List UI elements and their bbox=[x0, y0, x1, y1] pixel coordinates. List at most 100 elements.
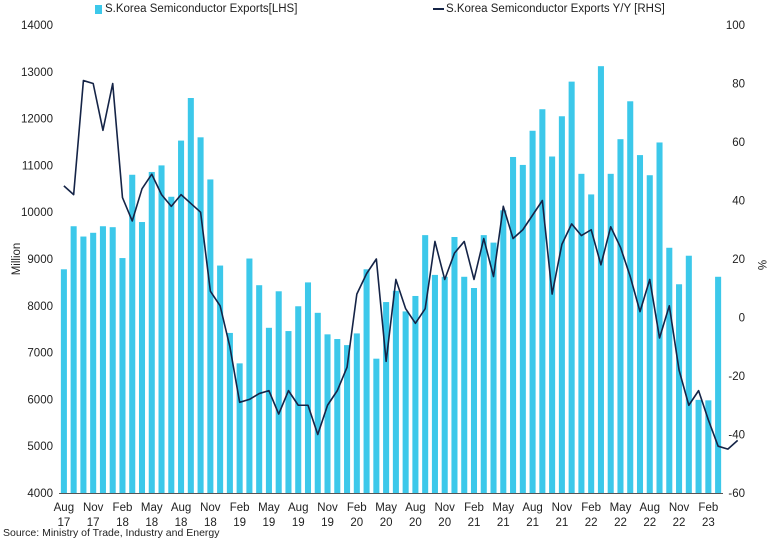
x-tick-month: Nov bbox=[200, 502, 221, 514]
x-tick-year: 19 bbox=[321, 517, 334, 529]
bar bbox=[275, 291, 282, 493]
y-right-tick-label: -40 bbox=[728, 430, 745, 442]
x-tick-year: 19 bbox=[233, 517, 246, 529]
bar bbox=[500, 210, 507, 493]
bar bbox=[490, 242, 497, 493]
bar bbox=[392, 290, 399, 493]
legend-bar-entry: S.Korea Semiconductor Exports[LHS] bbox=[95, 3, 297, 15]
y-right-tick-label: 20 bbox=[732, 254, 745, 266]
bar bbox=[148, 171, 155, 493]
bar bbox=[334, 339, 341, 493]
bar bbox=[666, 247, 673, 493]
y-right-tick-label: 60 bbox=[732, 137, 745, 149]
bar bbox=[715, 276, 722, 493]
y-left-axis-title: Million bbox=[11, 243, 23, 276]
bar bbox=[363, 269, 370, 493]
bar bbox=[295, 306, 302, 493]
bar bbox=[90, 232, 97, 494]
bar bbox=[510, 156, 517, 494]
y-left-tick-label: 8000 bbox=[27, 301, 53, 313]
bar bbox=[588, 194, 595, 494]
bar bbox=[187, 98, 194, 493]
legend-bar-swatch bbox=[95, 4, 102, 14]
x-tick-year: 22 bbox=[614, 517, 627, 529]
bar bbox=[627, 101, 634, 493]
x-tick-month: Aug bbox=[54, 502, 74, 514]
y-left-tick-label: 9000 bbox=[27, 254, 53, 266]
x-tick-year: 20 bbox=[380, 517, 393, 529]
x-tick-year: 23 bbox=[702, 517, 715, 529]
bar bbox=[178, 140, 185, 493]
y-left-tick-label: 14000 bbox=[21, 20, 53, 32]
x-tick-month: Aug bbox=[640, 502, 660, 514]
y-left-tick-label: 6000 bbox=[27, 394, 53, 406]
bar bbox=[422, 235, 429, 493]
legend-bar-label: S.Korea Semiconductor Exports[LHS] bbox=[105, 3, 298, 15]
bar bbox=[480, 235, 487, 493]
x-tick-year: 20 bbox=[350, 517, 363, 529]
bar bbox=[197, 137, 204, 493]
x-tick-year: 17 bbox=[57, 517, 70, 529]
bar bbox=[607, 173, 614, 493]
x-tick-year: 21 bbox=[468, 517, 481, 529]
bar bbox=[207, 179, 214, 493]
bar bbox=[431, 274, 438, 493]
bar bbox=[451, 237, 458, 493]
bar bbox=[461, 276, 468, 493]
bar bbox=[685, 255, 692, 493]
x-tick-month: Feb bbox=[113, 502, 133, 514]
bar bbox=[617, 139, 624, 493]
legend-line-swatch bbox=[433, 8, 444, 10]
x-tick-year: 20 bbox=[438, 517, 451, 529]
x-tick-month: May bbox=[258, 502, 280, 514]
x-tick-month: Feb bbox=[581, 502, 601, 514]
y-right-axis-title: % bbox=[755, 260, 767, 270]
bar bbox=[676, 284, 683, 493]
bar bbox=[99, 226, 106, 494]
x-tick-year: 17 bbox=[87, 517, 100, 529]
bar bbox=[70, 226, 77, 494]
y-right-tick-label: 80 bbox=[732, 79, 745, 91]
x-tick-month: Nov bbox=[83, 502, 104, 514]
bar bbox=[402, 311, 409, 493]
bar bbox=[285, 331, 292, 493]
bar bbox=[558, 116, 565, 493]
x-tick-year: 19 bbox=[292, 517, 305, 529]
bar bbox=[412, 295, 419, 493]
bar bbox=[383, 302, 390, 493]
legend-line-label: S.Korea Semiconductor Exports Y/Y [RHS] bbox=[446, 3, 665, 15]
y-right-tick-label: 40 bbox=[732, 196, 745, 208]
x-tick-month: Nov bbox=[552, 502, 573, 514]
x-tick-year: 18 bbox=[145, 517, 158, 529]
x-tick-month: May bbox=[141, 502, 163, 514]
bar bbox=[344, 345, 351, 493]
x-tick-month: Nov bbox=[669, 502, 690, 514]
bar bbox=[80, 236, 87, 494]
y-right-tick-label: -20 bbox=[728, 371, 745, 383]
x-tick-year: 19 bbox=[263, 517, 276, 529]
bar bbox=[568, 81, 575, 493]
bar bbox=[246, 258, 253, 493]
bar bbox=[353, 333, 360, 493]
bar bbox=[168, 196, 175, 493]
x-tick-year: 22 bbox=[643, 517, 656, 529]
x-tick-year: 21 bbox=[526, 517, 539, 529]
bar bbox=[129, 174, 136, 493]
x-tick-month: May bbox=[492, 502, 514, 514]
x-tick-month: Nov bbox=[434, 502, 455, 514]
bar bbox=[597, 66, 604, 494]
bar bbox=[109, 227, 116, 493]
yoy-line-series bbox=[63, 79, 739, 450]
y-left-tick-label: 4000 bbox=[27, 488, 53, 500]
bar bbox=[539, 109, 546, 494]
x-tick-year: 21 bbox=[497, 517, 510, 529]
x-tick-month: Nov bbox=[317, 502, 338, 514]
y-left-tick-label: 10000 bbox=[21, 207, 53, 219]
x-tick-month: Aug bbox=[522, 502, 542, 514]
bar bbox=[441, 276, 448, 493]
bar bbox=[236, 363, 243, 493]
bar bbox=[705, 400, 712, 493]
x-tick-month: May bbox=[610, 502, 632, 514]
x-tick-month: Aug bbox=[405, 502, 425, 514]
